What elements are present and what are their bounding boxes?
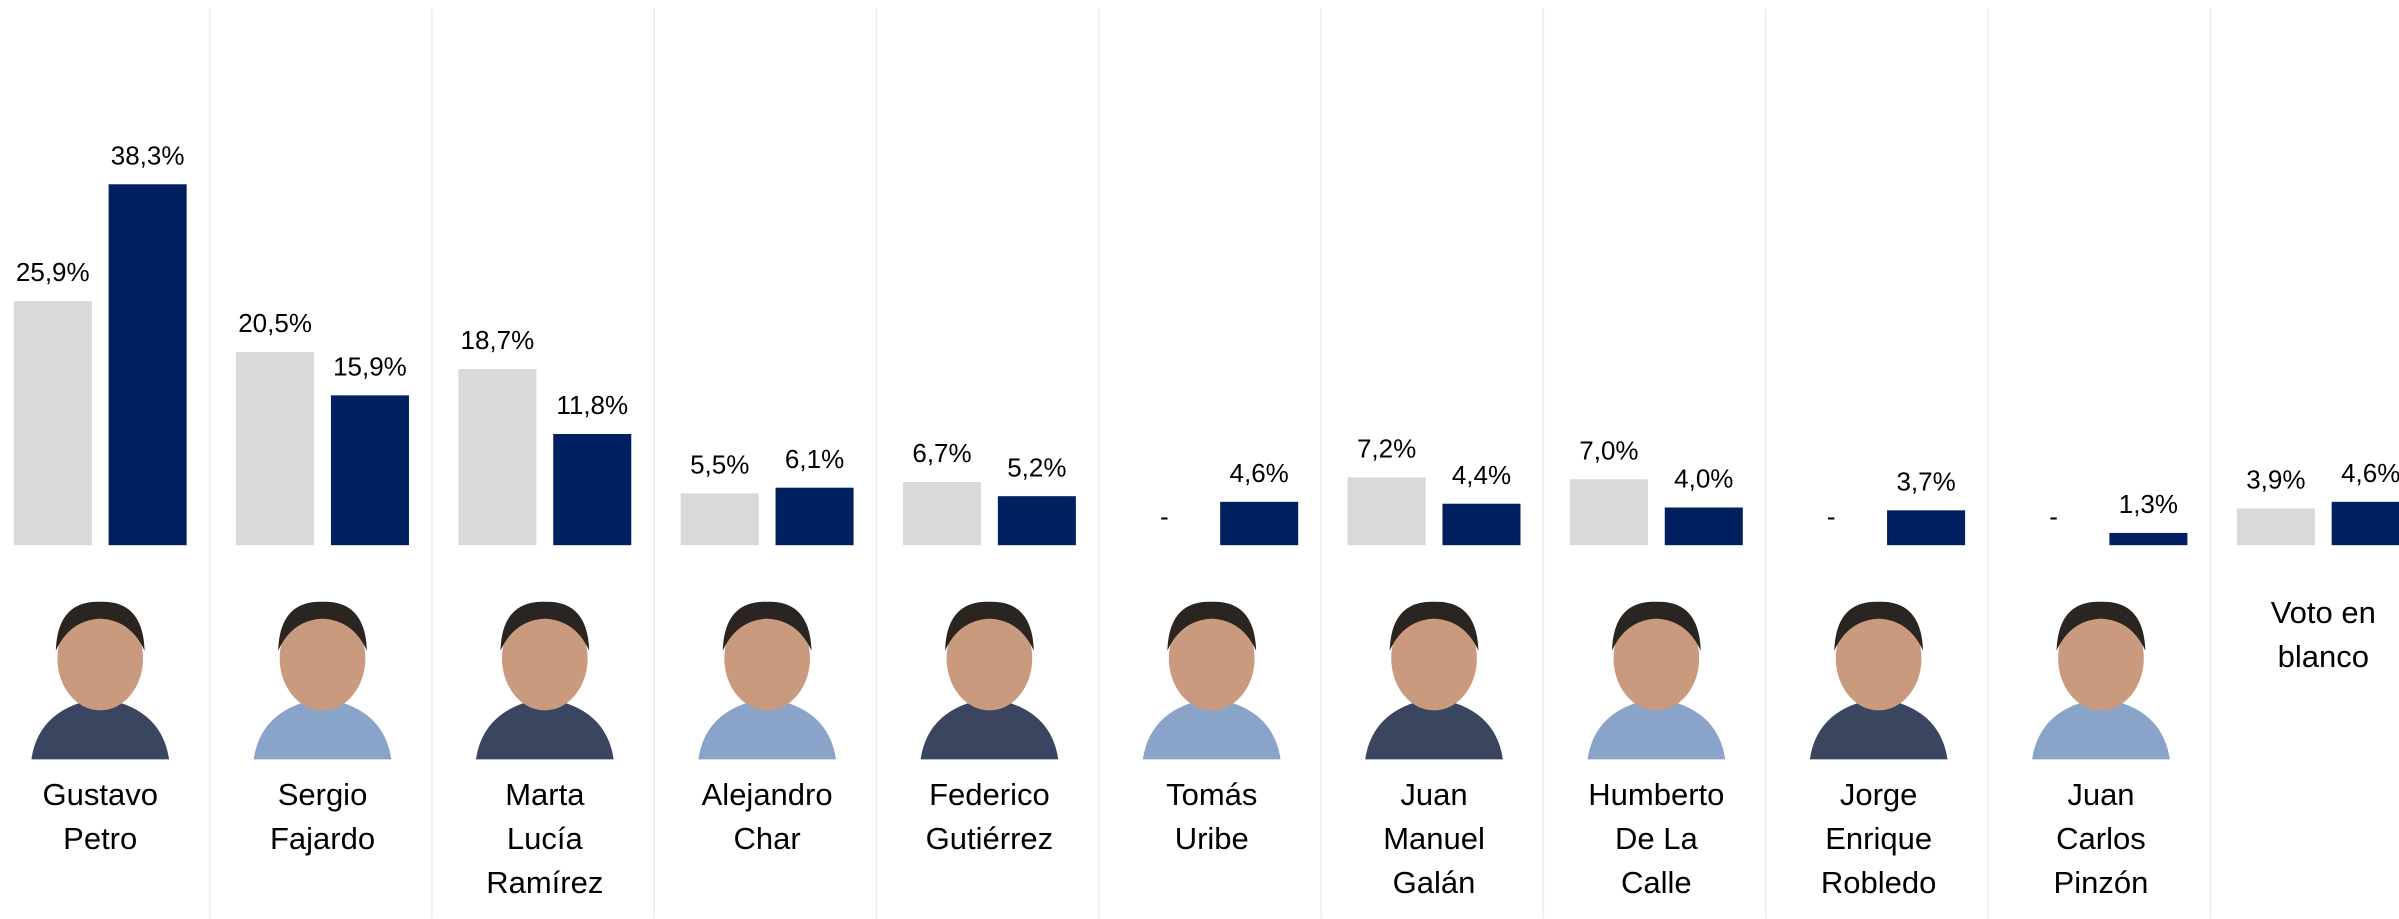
value-label: 5,5% — [690, 449, 749, 479]
photo-part — [278, 601, 367, 651]
photo-part — [57, 606, 144, 711]
photo — [2029, 597, 2173, 760]
value-label: 11,8% — [556, 390, 628, 420]
category-label: Sergio Fajardo — [269, 776, 376, 856]
photo-part — [31, 698, 170, 760]
photo-part — [2032, 698, 2170, 760]
category-label: Voto en blanco — [2270, 594, 2376, 674]
photo-part — [722, 601, 812, 651]
bar — [2236, 508, 2315, 546]
bar — [13, 301, 92, 546]
bar — [236, 351, 315, 546]
photo-part — [724, 606, 810, 711]
photo-part — [2056, 601, 2146, 651]
photo-part — [1613, 606, 1700, 711]
category-label: Humberto De La Calle — [1588, 776, 1725, 900]
bar — [902, 482, 982, 546]
value-label: 7,2% — [1357, 433, 1416, 463]
value-label: 4,4% — [1452, 460, 1511, 490]
value-label: 4,6% — [1230, 458, 1289, 488]
category-label: Alejandro Char — [701, 776, 833, 856]
bar — [553, 433, 632, 546]
value-label: 1,3% — [2119, 489, 2178, 519]
value-label: 4,0% — [1674, 464, 1733, 494]
photo-part — [1142, 698, 1281, 760]
bar — [1347, 477, 1426, 546]
value-label: - — [2049, 501, 2058, 531]
photo-part — [501, 606, 588, 711]
value-label: 7,0% — [1579, 435, 1638, 465]
value-label: - — [1827, 501, 1836, 531]
bar — [680, 493, 759, 546]
category-label: Gustavo Petro — [42, 776, 158, 856]
photo-part — [920, 698, 1059, 760]
photo — [250, 597, 395, 760]
bar — [2331, 501, 2399, 546]
bar — [330, 395, 409, 546]
photo-part — [253, 698, 392, 760]
photo-part — [698, 698, 836, 760]
photo-part — [1611, 601, 1701, 651]
value-label: 3,7% — [1896, 466, 1955, 496]
photo-part — [1809, 698, 1948, 760]
bar — [997, 496, 1076, 546]
photo-part — [1389, 601, 1479, 651]
photo-part — [946, 606, 1033, 711]
value-label: - — [1160, 501, 1169, 531]
bar — [2109, 532, 2188, 546]
photo-part — [1587, 698, 1726, 760]
category-label: Federico Gutiérrez — [925, 776, 1054, 856]
photo-part — [475, 698, 614, 760]
category-label: Jorge Enrique Robledo — [1820, 776, 1937, 900]
bar — [1664, 507, 1743, 546]
value-label: 38,3% — [111, 140, 185, 170]
category-label: Marta Lucía Ramírez — [486, 776, 604, 900]
photo-part — [1168, 606, 1255, 711]
value-label: 4,6% — [2341, 458, 2399, 488]
value-label: 25,9% — [16, 257, 90, 287]
photo-part — [1835, 606, 1922, 711]
photo — [1139, 597, 1284, 760]
value-label: 18,7% — [461, 325, 535, 355]
bar — [108, 184, 187, 546]
value-label: 5,2% — [1007, 452, 1066, 482]
value-label: 20,5% — [238, 308, 312, 338]
category-label: Juan Manuel Galán — [1383, 776, 1485, 900]
value-label: 6,7% — [912, 438, 971, 468]
photo-part — [1834, 601, 1924, 651]
photo-part — [279, 606, 366, 711]
photo-part — [945, 601, 1034, 651]
bar — [1220, 501, 1299, 546]
bar — [1887, 510, 1966, 546]
bar — [458, 368, 537, 546]
photo-part — [1365, 698, 1503, 760]
photo-part — [1167, 601, 1257, 651]
value-label: 3,9% — [2246, 465, 2305, 495]
photo-part — [1391, 606, 1477, 711]
photo — [695, 597, 840, 760]
bar — [1569, 479, 1648, 546]
value-label: 15,9% — [333, 351, 407, 381]
photo-part — [2058, 606, 2144, 711]
photo-part — [500, 601, 590, 651]
photo — [28, 597, 173, 760]
category-label: Tomás Uribe — [1166, 776, 1258, 856]
photo — [1806, 597, 1951, 760]
bar — [775, 487, 854, 546]
photo — [472, 597, 617, 760]
category-label: Juan Carlos Pinzón — [2053, 776, 2149, 900]
photo — [1584, 597, 1729, 760]
photo — [1362, 597, 1506, 760]
bar — [1442, 503, 1521, 546]
value-label: 6,1% — [785, 444, 844, 474]
photo-part — [55, 601, 145, 651]
photo — [917, 597, 1062, 760]
